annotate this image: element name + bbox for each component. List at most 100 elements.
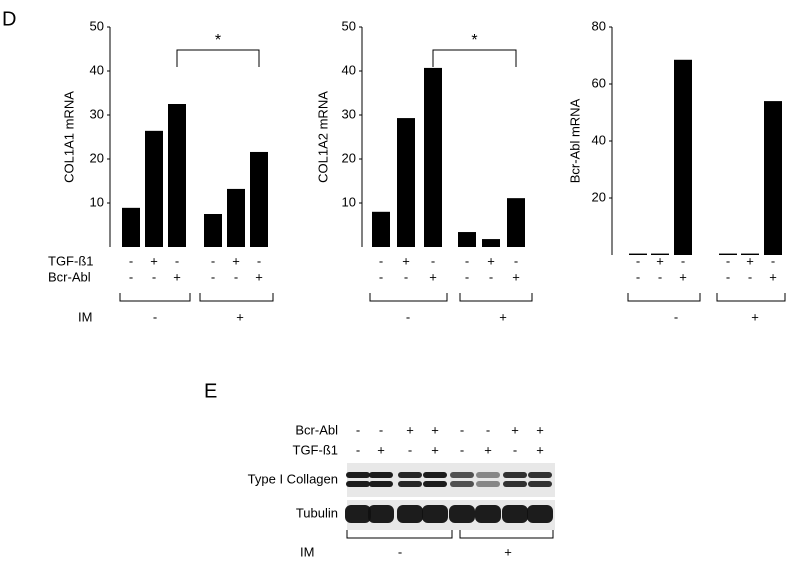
blot-membrane (347, 463, 555, 497)
group-sign: + (236, 309, 244, 324)
y-tick-label: 10 (90, 194, 104, 209)
condition-sign: - (356, 442, 360, 457)
condition-sign: + (679, 269, 687, 284)
y-tick-label: 20 (90, 150, 104, 165)
condition-sign: - (514, 253, 518, 268)
row-label: Bcr-Abl (48, 269, 91, 284)
condition-sign: + (431, 422, 439, 437)
bracket (459, 293, 533, 302)
bar (651, 253, 669, 255)
collagen-band (503, 472, 527, 478)
condition-sign: + (429, 269, 437, 284)
condition-sign: - (129, 269, 133, 284)
collagen-band (476, 472, 500, 478)
condition-sign: + (484, 442, 492, 457)
condition-sign: - (356, 422, 360, 437)
group-sign: + (499, 309, 507, 324)
condition-sign: - (234, 269, 238, 284)
row-label: Bcr-Abl (295, 422, 338, 437)
panel-label: D (2, 8, 16, 30)
bracket (199, 293, 274, 302)
bar (397, 118, 415, 247)
band-label: Tubulin (296, 505, 338, 520)
tubulin-band (527, 505, 553, 523)
bar (507, 198, 525, 247)
tubulin-band (345, 505, 371, 523)
tubulin-band (449, 505, 475, 523)
bracket (369, 293, 448, 302)
collagen-band (398, 481, 422, 487)
condition-sign: - (771, 253, 775, 268)
condition-sign: - (175, 253, 179, 268)
group-sign: - (406, 309, 410, 324)
y-tick-label: 30 (90, 106, 104, 121)
collagen-band (528, 472, 552, 478)
bracket (716, 293, 786, 302)
condition-sign: + (431, 442, 439, 457)
condition-sign: - (211, 253, 215, 268)
condition-sign: - (748, 269, 752, 284)
y-tick-label: 50 (342, 18, 356, 33)
group-sign: - (398, 544, 402, 559)
group-sign: + (751, 309, 759, 324)
collagen-band (450, 481, 474, 487)
collagen-band (369, 481, 393, 487)
collagen-band (423, 472, 447, 478)
bar (424, 67, 442, 247)
y-tick-label: 60 (592, 75, 606, 90)
condition-sign: - (379, 253, 383, 268)
bracket (459, 530, 554, 539)
condition-sign: + (487, 253, 495, 268)
bar (372, 211, 390, 247)
tubulin-band (368, 505, 394, 523)
y-tick-label: 20 (592, 189, 606, 204)
y-tick-label: 10 (342, 194, 356, 209)
collagen-band (528, 481, 552, 487)
condition-sign: - (658, 269, 662, 284)
bar (458, 232, 476, 247)
annotation: * (215, 32, 221, 49)
condition-sign: + (746, 253, 754, 268)
group-label: IM (78, 309, 92, 324)
group-label: IM (300, 544, 314, 559)
y-tick-label: 30 (342, 106, 356, 121)
annotation: * (471, 32, 477, 49)
bar (204, 214, 222, 247)
condition-sign: + (173, 269, 181, 284)
y-tick-label: 40 (342, 62, 356, 77)
collagen-band (346, 472, 370, 478)
band-label: Type I Collagen (248, 471, 338, 486)
bar (227, 188, 245, 247)
bar (122, 207, 140, 247)
y-tick-label: 40 (90, 62, 104, 77)
y-tick-label: 80 (592, 18, 606, 33)
tubulin-band (502, 505, 528, 523)
condition-sign: + (511, 422, 519, 437)
y-tick-label: 50 (90, 18, 104, 33)
bar (741, 253, 759, 255)
condition-sign: - (129, 253, 133, 268)
condition-sign: - (211, 269, 215, 284)
tubulin-band (475, 505, 501, 523)
tubulin-band (397, 505, 423, 523)
condition-sign: - (152, 269, 156, 284)
condition-sign: - (465, 269, 469, 284)
group-sign: + (504, 544, 512, 559)
bar (482, 239, 500, 247)
row-label: TGF-ß1 (293, 442, 339, 457)
collagen-band (423, 481, 447, 487)
condition-sign: - (460, 422, 464, 437)
condition-sign: + (512, 269, 520, 284)
collagen-band (450, 472, 474, 478)
significance-bracket (176, 49, 260, 67)
bar (674, 59, 692, 256)
collagen-band (503, 481, 527, 487)
tubulin-band (422, 505, 448, 523)
bar (168, 104, 186, 247)
bar (250, 151, 268, 247)
bracket (346, 530, 453, 539)
condition-sign: - (636, 253, 640, 268)
condition-sign: + (232, 253, 240, 268)
bar (764, 101, 782, 255)
